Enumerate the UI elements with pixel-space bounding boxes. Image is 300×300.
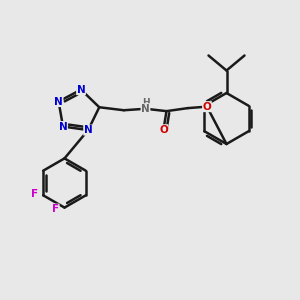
Text: F: F xyxy=(31,189,38,199)
Text: N: N xyxy=(54,97,63,106)
Text: O: O xyxy=(159,125,168,135)
Text: N: N xyxy=(141,104,150,114)
Text: N: N xyxy=(84,125,92,135)
Text: O: O xyxy=(202,102,211,112)
Text: N: N xyxy=(76,85,85,94)
Text: H: H xyxy=(142,98,149,106)
Text: F: F xyxy=(52,204,59,214)
Text: N: N xyxy=(58,122,68,131)
